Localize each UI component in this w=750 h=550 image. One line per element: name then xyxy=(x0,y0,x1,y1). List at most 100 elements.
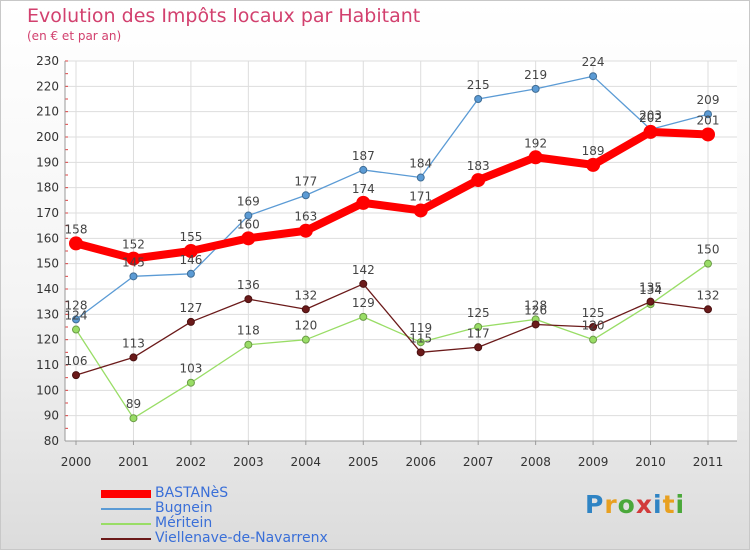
y-tick-label: 130 xyxy=(36,307,59,321)
data-label: 145 xyxy=(122,255,145,269)
data-point xyxy=(244,295,253,304)
x-tick-label: 2000 xyxy=(61,455,92,469)
data-point xyxy=(416,338,425,347)
data-label: 103 xyxy=(179,362,202,376)
data-label: 155 xyxy=(179,230,202,244)
data-label: 119 xyxy=(409,321,432,335)
data-point xyxy=(72,315,80,324)
data-label: 169 xyxy=(237,195,260,209)
data-label: 142 xyxy=(352,263,375,277)
data-label: 129 xyxy=(352,296,375,310)
data-label: 118 xyxy=(237,324,260,338)
data-label: 128 xyxy=(524,298,547,312)
logo-letter: r xyxy=(604,490,618,519)
grid xyxy=(65,60,737,442)
data-label: 201 xyxy=(697,113,720,127)
data-label: 117 xyxy=(467,326,490,340)
data-label: 127 xyxy=(179,301,202,315)
data-label: 189 xyxy=(582,144,605,158)
logo-letter: o xyxy=(617,490,636,519)
y-tick-label: 90 xyxy=(44,409,59,423)
legend-item: Méritein xyxy=(101,515,401,531)
data-point xyxy=(531,84,540,93)
data-point xyxy=(356,195,371,210)
data-label: 202 xyxy=(639,111,662,125)
series-viellenave-de-navarrenx xyxy=(72,279,712,380)
data-point xyxy=(531,320,540,329)
data-point xyxy=(701,127,715,142)
x-tick-label: 2007 xyxy=(463,455,494,469)
x-tick-label: 2006 xyxy=(405,455,436,469)
data-point xyxy=(241,231,256,246)
data-point xyxy=(126,251,141,266)
legend-item: BASTANèS xyxy=(101,485,401,501)
data-label: 192 xyxy=(524,136,547,150)
data-point xyxy=(646,297,655,306)
x-tick-label: 2003 xyxy=(233,455,264,469)
legend-swatch xyxy=(101,538,151,540)
data-label: 120 xyxy=(582,319,605,333)
x-tick-label: 2011 xyxy=(693,455,724,469)
series-line xyxy=(75,75,709,321)
proxiti-logo: Proxiti xyxy=(585,490,685,519)
data-point xyxy=(471,173,486,188)
legend-item: Viellenave-de-Navarrenx xyxy=(101,530,401,546)
data-point xyxy=(186,317,195,326)
data-label: 120 xyxy=(294,319,317,333)
data-point xyxy=(704,259,712,268)
data-point xyxy=(413,203,428,218)
logo-letter: t xyxy=(662,490,676,519)
data-label: 113 xyxy=(122,336,145,350)
legend-swatch xyxy=(101,508,151,510)
data-label: 128 xyxy=(65,298,88,312)
y-tick-label: 230 xyxy=(36,54,59,68)
data-point xyxy=(298,223,313,238)
series-line xyxy=(72,127,712,263)
data-point xyxy=(183,244,198,258)
data-point xyxy=(474,95,483,103)
series-m-ritein xyxy=(72,259,712,423)
x-tick-label: 2005 xyxy=(348,455,379,469)
data-label: 126 xyxy=(524,303,547,317)
data-label: 136 xyxy=(237,278,260,292)
series-line xyxy=(75,263,709,419)
data-label: 135 xyxy=(639,281,662,295)
data-point xyxy=(301,305,310,314)
data-point xyxy=(589,72,598,81)
legend-label: Bugnein xyxy=(155,500,213,516)
data-label: 124 xyxy=(65,309,88,323)
x-tick-label: 2004 xyxy=(291,455,322,469)
data-label: 125 xyxy=(582,306,605,320)
data-point xyxy=(359,312,368,321)
data-label: 106 xyxy=(65,354,88,368)
data-point xyxy=(72,325,80,334)
data-label: 150 xyxy=(697,243,720,257)
data-labels: 128 145 146 169 177 187 184 215 219 224 203 209 124 8… xyxy=(65,55,720,411)
data-point xyxy=(301,191,310,200)
data-label: 160 xyxy=(237,217,260,231)
data-label: 171 xyxy=(409,189,432,203)
x-tick-label: 2001 xyxy=(118,455,149,469)
data-point xyxy=(416,173,425,182)
data-point xyxy=(244,340,253,349)
x-tick-label: 2008 xyxy=(520,455,551,469)
y-tick-label: 190 xyxy=(36,155,59,169)
legend-swatch xyxy=(101,490,151,498)
y-tick-label: 160 xyxy=(36,231,59,245)
data-label: 184 xyxy=(409,157,432,171)
data-label: 187 xyxy=(352,149,375,163)
data-label: 158 xyxy=(65,222,88,236)
legend-item: Bugnein xyxy=(101,500,401,516)
y-tick-label: 140 xyxy=(36,282,59,296)
data-label: 125 xyxy=(467,306,490,320)
y-tick-label: 220 xyxy=(36,79,59,93)
data-point xyxy=(704,305,712,314)
data-label: 134 xyxy=(639,283,662,297)
data-point xyxy=(129,414,138,423)
data-label: 163 xyxy=(294,210,317,224)
data-point xyxy=(186,269,195,278)
data-point xyxy=(586,157,601,172)
data-point xyxy=(474,343,483,352)
